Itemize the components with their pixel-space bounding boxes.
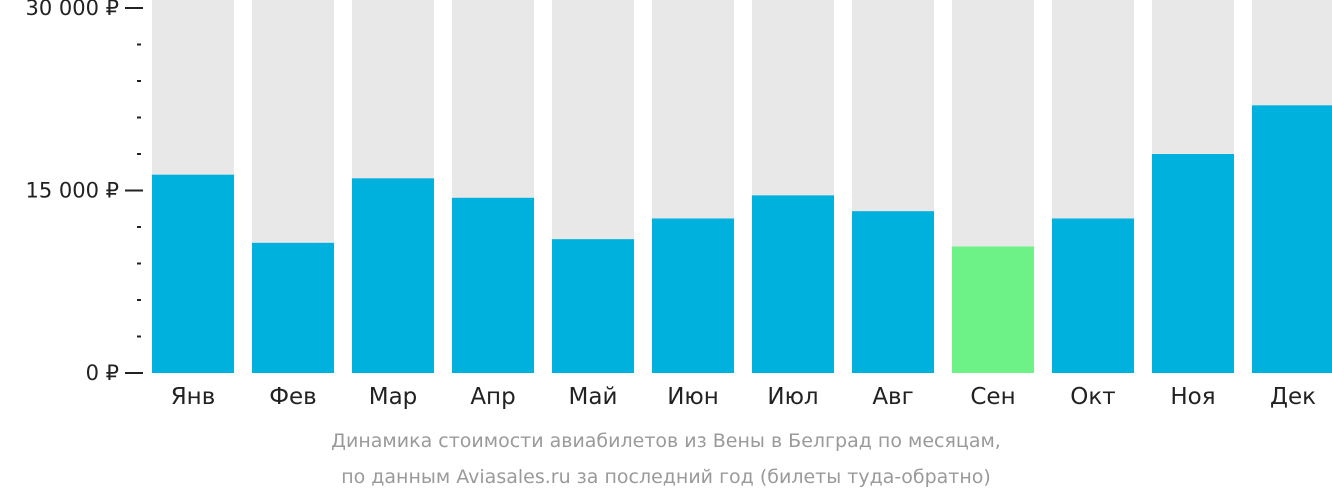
x-tick-label-11: Ноя <box>1170 384 1215 410</box>
x-tick-label-5: Май <box>569 384 618 410</box>
x-tick-label-6: Июн <box>667 384 719 410</box>
bar-6 <box>652 218 734 373</box>
bar-4 <box>452 197 534 373</box>
bar-8 <box>852 211 934 373</box>
x-tick-label-12: Дек <box>1270 384 1316 410</box>
x-tick-label-9: Сен <box>970 384 1015 410</box>
x-tick-label-10: Окт <box>1070 384 1115 410</box>
y-tick-label-2: 15 000 ₽ <box>25 179 119 203</box>
bar-5 <box>552 239 634 373</box>
x-tick-label-2: Фев <box>269 384 317 410</box>
bar-10 <box>1052 218 1134 373</box>
bar-7 <box>752 195 834 373</box>
chart-caption-line-2: по данным Aviasales.ru за последний год … <box>341 466 991 488</box>
x-tick-label-4: Апр <box>470 384 515 410</box>
y-tick-label-1: 0 ₽ <box>86 361 119 385</box>
x-tick-label-7: Июл <box>767 384 818 410</box>
x-tick-label-8: Авг <box>872 384 913 410</box>
bar-11 <box>1152 154 1234 373</box>
bar-3 <box>352 178 434 373</box>
bar-9 <box>952 246 1034 373</box>
bar-12 <box>1252 105 1332 373</box>
y-tick-label-3: 30 000 ₽ <box>25 0 119 20</box>
chart-caption-line-1: Динамика стоимости авиабилетов из Вены в… <box>331 430 1001 452</box>
bar-2 <box>252 242 334 373</box>
x-tick-label-1: Янв <box>171 384 216 410</box>
chart-svg: Янв Фев Мар Апр Май Июн Июл Авг Сен Окт Ноя Дек 0 ₽ 1… <box>25 0 1332 410</box>
x-tick-label-3: Мар <box>369 384 418 410</box>
bar-1 <box>152 174 234 373</box>
